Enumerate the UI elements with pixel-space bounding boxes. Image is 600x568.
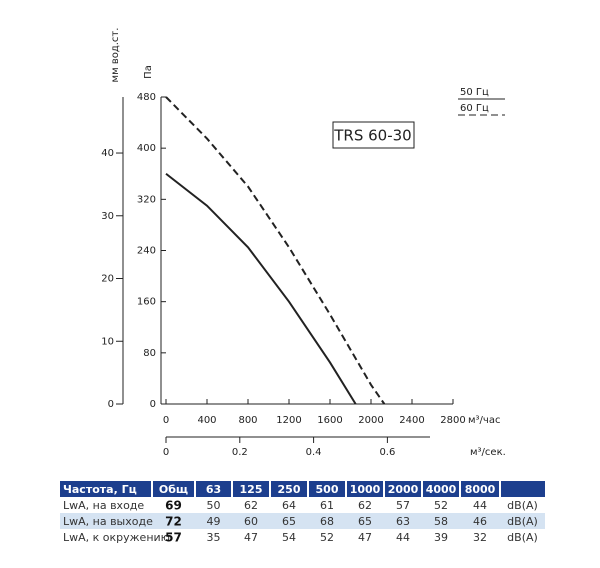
x-tick-label: 2800 — [440, 415, 465, 426]
table-cell: 63 — [396, 515, 410, 528]
table-cell: 47 — [244, 531, 258, 544]
x-tick-label: 1200 — [276, 415, 301, 426]
table-cell: 44 — [396, 531, 410, 544]
x-tick-label: 800 — [238, 415, 257, 426]
table-header-bg — [60, 481, 545, 497]
y-tick-label: 400 — [137, 143, 156, 154]
y-tick-label: 480 — [137, 92, 156, 103]
table-cell: 47 — [358, 531, 372, 544]
table-header-cell: 250 — [278, 483, 301, 496]
table-header-cell: Общ — [159, 483, 188, 496]
y2-tick-label: 20 — [101, 274, 114, 285]
table-cell: 44 — [473, 499, 487, 512]
x-label: м³/час — [468, 415, 500, 426]
table-header-cell: 4000 — [426, 483, 457, 496]
table-cell: 57 — [165, 531, 182, 545]
table-header-cell: 2000 — [388, 483, 419, 496]
y2-tick-label: 10 — [101, 336, 114, 347]
table-header-cell: 1000 — [350, 483, 381, 496]
table-cell: LwA, на выходе — [63, 515, 153, 528]
x2-label: м³/сек. — [470, 447, 506, 458]
annotation-box — [332, 121, 415, 149]
table-cell: dB(A) — [507, 499, 538, 512]
table-cell: 61 — [320, 499, 334, 512]
x-tick-label: 2000 — [358, 415, 383, 426]
y-tick-label: 0 — [150, 399, 156, 410]
y-tick-label: 80 — [143, 348, 156, 359]
table-cell: 65 — [358, 515, 372, 528]
annotation: TRS 60-30 — [333, 127, 411, 145]
legend-label: 50 Гц — [460, 87, 489, 98]
table-cell: 39 — [434, 531, 448, 544]
x2-tick-label: 0.4 — [306, 447, 322, 458]
table-cell: 58 — [434, 515, 448, 528]
table-cell: 62 — [244, 499, 258, 512]
y-tick-label: 320 — [137, 194, 156, 205]
legend-label: 60 Гц — [460, 103, 489, 114]
table-cell: 50 — [207, 499, 221, 512]
table-cell: 32 — [473, 531, 487, 544]
y-tick-label: 160 — [137, 297, 156, 308]
table-cell: 68 — [320, 515, 334, 528]
table-header-cell: 63 — [206, 483, 221, 496]
x-tick-label: 400 — [197, 415, 216, 426]
x2-tick-label: 0 — [163, 447, 169, 458]
table-cell: 35 — [207, 531, 221, 544]
y2-tick-label: 0 — [108, 399, 114, 410]
y2-tick-label: 30 — [101, 211, 114, 222]
series-line — [165, 96, 386, 405]
x-tick-label: 1600 — [317, 415, 342, 426]
y2-tick-label: 40 — [101, 148, 114, 159]
table-cell: 60 — [244, 515, 258, 528]
table-cell: dB(A) — [507, 531, 538, 544]
y2-label: мм вод.ст. — [110, 28, 121, 83]
table-cell: 72 — [165, 515, 182, 529]
table-cell: 52 — [434, 499, 448, 512]
y-tick-label: 240 — [137, 246, 156, 257]
table-cell: 46 — [473, 515, 487, 528]
table-cell: 65 — [282, 515, 296, 528]
table-header-cell: 500 — [316, 483, 339, 496]
x2-tick-label: 0.6 — [379, 447, 395, 458]
table-cell: LwA, на входе — [63, 499, 144, 512]
table-cell: 54 — [282, 531, 296, 544]
table-cell: 64 — [282, 499, 296, 512]
table-header-cell: 125 — [240, 483, 263, 496]
table-header-cell: 8000 — [465, 483, 496, 496]
table-row-bg — [60, 513, 545, 529]
x2-tick-label: 0.2 — [232, 447, 248, 458]
table-cell: 69 — [165, 499, 182, 513]
table-cell: 49 — [207, 515, 221, 528]
x-tick-label: 2400 — [399, 415, 424, 426]
table-cell: 57 — [396, 499, 410, 512]
table-header-cell: Частота, Гц — [63, 483, 137, 496]
table-cell: 62 — [358, 499, 372, 512]
x-tick-label: 0 — [163, 415, 169, 426]
series-line — [165, 172, 357, 405]
y-label: Па — [143, 65, 154, 79]
table-cell: LwA, к окружению — [63, 531, 170, 544]
table-cell: dB(A) — [507, 515, 538, 528]
table-cell: 52 — [320, 531, 334, 544]
